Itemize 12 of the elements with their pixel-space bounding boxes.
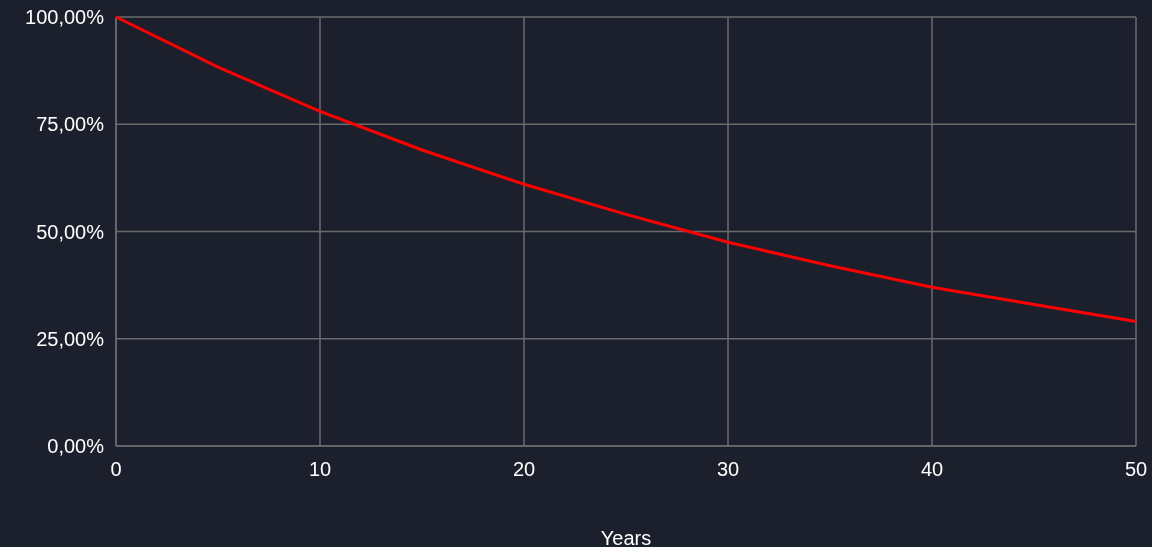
x-tick-label: 50 [1124, 458, 1148, 480]
x-tick-label: 30 [716, 458, 740, 480]
x-tick-label: 20 [512, 458, 536, 480]
y-tick-label: 100,00% [25, 6, 105, 28]
x-tick-label: 40 [920, 458, 944, 480]
x-tick-label: 10 [308, 458, 332, 480]
y-tick-label: 0,00% [47, 435, 105, 457]
y-tick-label: 75,00% [36, 113, 105, 136]
y-tick-label: 25,00% [36, 327, 105, 350]
y-tick-label: 50,00% [36, 220, 105, 243]
x-tick-label: 0 [110, 458, 122, 480]
x-axis-title: Years [600, 527, 652, 547]
